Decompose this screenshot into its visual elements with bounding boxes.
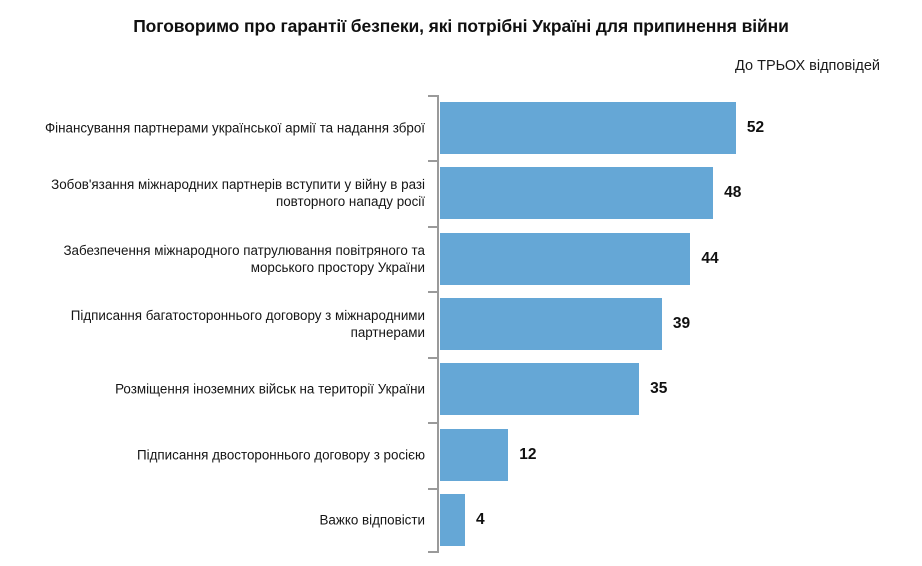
bar-value-label: 48 <box>724 184 742 202</box>
bar: 48 <box>440 167 741 220</box>
bar-value-label: 39 <box>672 314 691 332</box>
chart-plot-area: Фінансування партнерами української армі… <box>0 95 922 553</box>
category-label: Підписання двостороннього договору з рос… <box>137 447 425 463</box>
category-label: Фінансування партнерами української армі… <box>44 120 425 136</box>
axis-tick <box>428 356 438 359</box>
bar-fill <box>440 363 640 416</box>
axis-tick <box>428 95 438 97</box>
bar-row: Підписання двостороннього договору з рос… <box>0 422 922 487</box>
page-title: Поговоримо про гарантії безпеки, які пот… <box>133 16 789 36</box>
category-label: Підписання багатостороннього договору з … <box>70 307 425 340</box>
bar: 35 <box>440 363 667 416</box>
chart-subtitle: До ТРЬОХ відповідей <box>735 58 880 74</box>
bar: 44 <box>440 232 719 285</box>
bar-value-label: 12 <box>519 445 537 463</box>
bar-fill <box>440 101 736 154</box>
category-label: Забезпечення міжнародного патрулювання п… <box>63 242 425 275</box>
bar-value-label: 52 <box>746 118 765 136</box>
bar-value-label: 4 <box>476 511 485 529</box>
bar-row: Зобов'язання міжнародних партнерів вступ… <box>0 160 922 225</box>
bar-value-label: 35 <box>650 380 668 398</box>
bar: 4 <box>440 494 485 547</box>
category-label: Важко відповісти <box>319 512 425 528</box>
bar-fill <box>440 167 714 220</box>
bar-fill <box>440 232 691 285</box>
bar-fill <box>440 428 509 481</box>
bar: 52 <box>440 101 764 154</box>
category-axis-line <box>437 95 439 553</box>
bar-row: Розміщення іноземних військ на території… <box>0 357 922 422</box>
category-label: Розміщення іноземних військ на території… <box>115 381 425 397</box>
bar-fill <box>440 494 465 547</box>
bar-row: Забезпечення міжнародного патрулювання п… <box>0 226 922 291</box>
bar-row: Підписання багатостороннього договору з … <box>0 291 922 356</box>
axis-tick <box>428 422 438 425</box>
category-label: Зобов'язання міжнародних партнерів вступ… <box>51 176 425 210</box>
axis-tick <box>428 551 438 553</box>
bar-row: Важко відповісти 4 <box>0 488 922 553</box>
bar-row: Фінансування партнерами української армі… <box>0 95 922 160</box>
axis-tick <box>428 225 438 228</box>
bar: 12 <box>440 428 537 481</box>
bar-fill <box>440 297 662 350</box>
bar: 39 <box>440 297 690 350</box>
axis-tick <box>428 487 438 490</box>
axis-tick <box>428 291 438 294</box>
bar-value-label: 44 <box>701 249 719 267</box>
axis-tick <box>428 160 438 163</box>
